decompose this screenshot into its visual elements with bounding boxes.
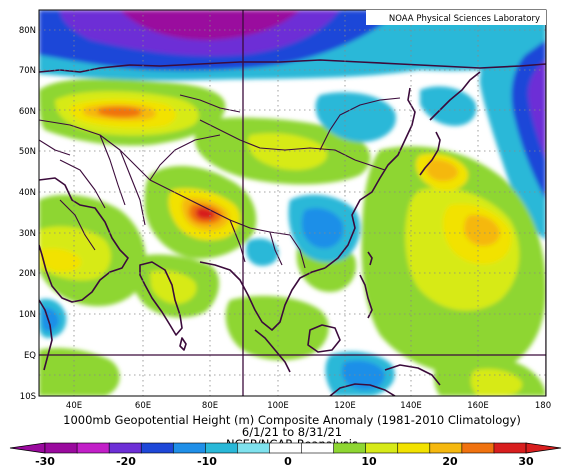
colorbar-swatch [76, 442, 110, 454]
colorbar-label: -10 [197, 455, 217, 468]
coastline-europe-arabia [39, 177, 129, 303]
coastline-africa [39, 299, 53, 371]
coastline-sumatra [254, 329, 291, 373]
lon-label: 120E [334, 401, 356, 411]
map-title: 1000mb Geopotential Height (m) Composite… [63, 413, 521, 427]
colorbar-label: 30 [518, 455, 534, 468]
coastline-japan [419, 131, 441, 176]
colorbar-swatch [44, 442, 78, 454]
latitude-labels: 80N 70N 60N 50N 40N 30N 20N 10N EQ 10S [19, 26, 36, 402]
china-negative-core [301, 208, 344, 249]
plot-frame [38, 9, 547, 397]
wpacific-positive-max [464, 214, 500, 246]
lon-label: 180 [535, 401, 551, 411]
lat-label: 40N [19, 188, 36, 198]
coastline-philippines [359, 274, 373, 319]
indian-ocean-positive [225, 295, 329, 361]
date-range: 6/1/21 to 8/31/21 [242, 425, 342, 439]
country-borders [39, 94, 401, 269]
coastline-india [139, 261, 183, 336]
lat-label: 20N [19, 269, 36, 279]
colorbar-swatch [301, 442, 335, 454]
coastline-srilanka [179, 337, 187, 351]
arabia-positive-core [40, 248, 82, 272]
japan-positive-max [426, 159, 459, 182]
pacific-negative-max [528, 60, 546, 160]
southern-positive-region [39, 348, 120, 396]
colorbar-swatch [461, 442, 495, 454]
coastline-australia [329, 383, 396, 396]
lon-label: 40E [66, 401, 82, 411]
coastline-borneo [307, 324, 341, 353]
colorbar-swatch [269, 442, 303, 454]
lat-label: 50N [19, 147, 36, 157]
lat-label: EQ [24, 351, 36, 361]
anomaly-shading [39, 10, 546, 396]
bay-negative-region [246, 238, 279, 266]
coastline-kamchatka [429, 71, 481, 121]
lat-label: 60N [19, 107, 36, 117]
coastline-taiwan [367, 251, 373, 266]
timor-negative-core [342, 360, 385, 390]
colorbar-arrow-left [9, 442, 46, 454]
east-asia-negative-region [315, 92, 396, 143]
lon-label: 100E [267, 401, 289, 411]
credit-box [366, 10, 546, 25]
lon-label: 80E [202, 401, 218, 411]
colorbar-swatch [205, 442, 239, 454]
reference-lines [39, 10, 546, 396]
lat-label: 10N [19, 310, 36, 320]
colorbar-swatch [108, 442, 142, 454]
siberia-positive-peak [98, 106, 142, 118]
colorbar-swatch [140, 442, 174, 454]
credit-text: NOAA Physical Sciences Laboratory [389, 14, 540, 24]
colorbar-swatch [397, 442, 431, 454]
lon-label: 140E [400, 401, 422, 411]
coastline-se-asia [199, 261, 326, 331]
colorbar-label: 20 [442, 455, 458, 468]
colorbar-swatch [172, 442, 207, 454]
colorbar-swatch [493, 442, 527, 454]
colorbar-arrow-right [525, 442, 562, 454]
colorbar-label: -30 [35, 455, 55, 468]
mongolia-positive-inner [247, 133, 328, 171]
lon-label: 60E [135, 401, 151, 411]
colorbar-swatch [237, 442, 271, 454]
lon-label: 160E [467, 401, 489, 411]
lat-label: 30N [19, 229, 36, 239]
colorbar-labels: -30 -20 -10 0 10 20 30 [35, 455, 534, 468]
lat-label: 80N [19, 26, 36, 36]
colorbar [9, 442, 562, 454]
colorbar-swatch [365, 442, 399, 454]
lat-label: 10S [20, 392, 36, 402]
s-pacific-positive-inner [470, 368, 523, 396]
colorbar-label: 0 [284, 455, 292, 468]
lat-label: 70N [19, 66, 36, 76]
colorbar-label: 10 [361, 455, 377, 468]
longitude-labels: 40E 60E 80E 100E 120E 140E 160E 180 [66, 401, 551, 411]
coastline-east-asia [324, 87, 416, 269]
colorbar-label: -20 [116, 455, 136, 468]
colorbar-swatch [429, 442, 463, 454]
coastline-newguinea [384, 364, 441, 386]
colorbar-swatch [333, 442, 367, 454]
